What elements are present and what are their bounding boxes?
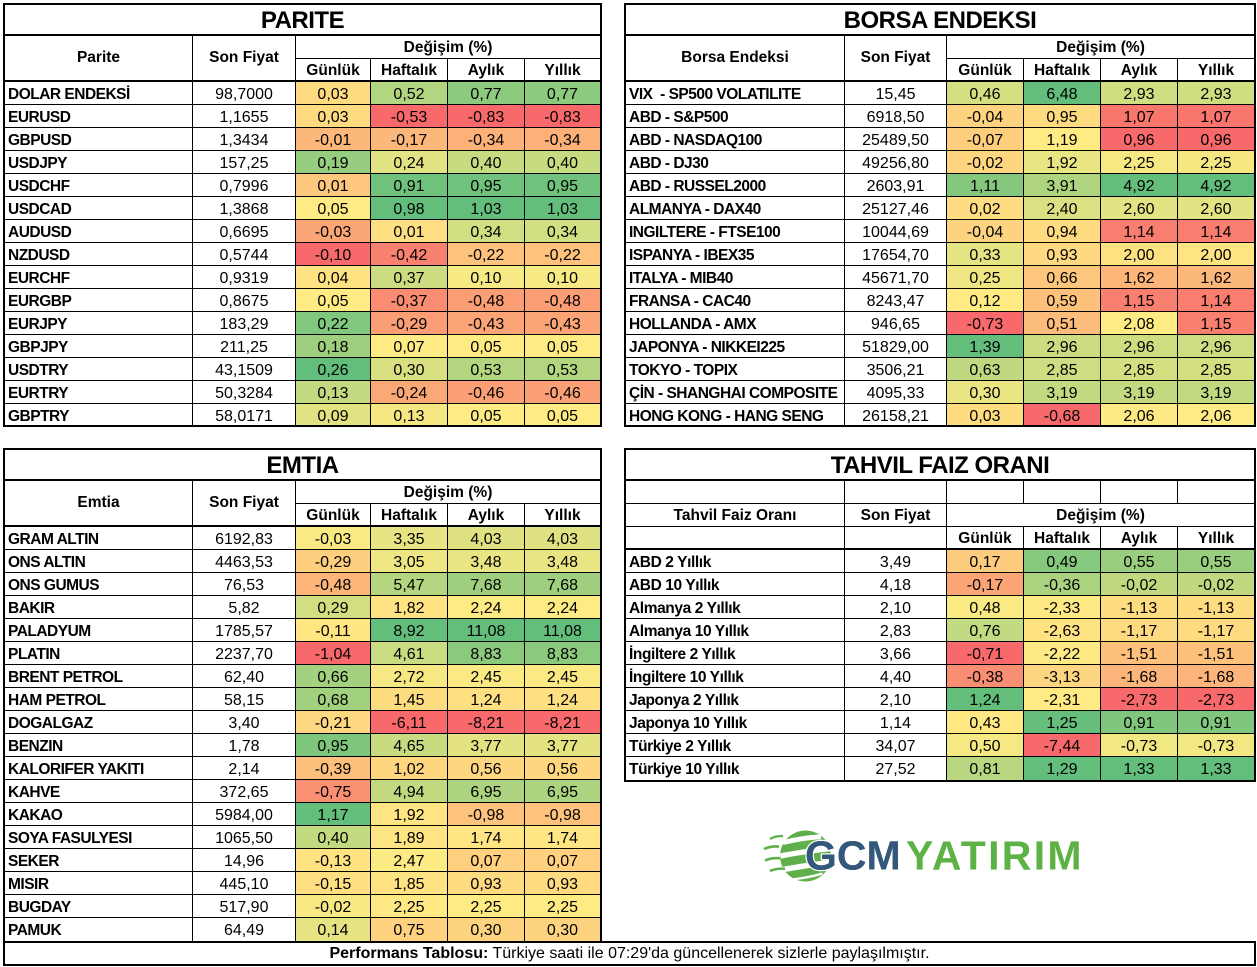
svg-text:GCM: GCM — [805, 833, 901, 879]
svg-text:YATIRIM: YATIRIM — [906, 833, 1084, 879]
svg-text:GCM: GCM — [805, 833, 901, 879]
